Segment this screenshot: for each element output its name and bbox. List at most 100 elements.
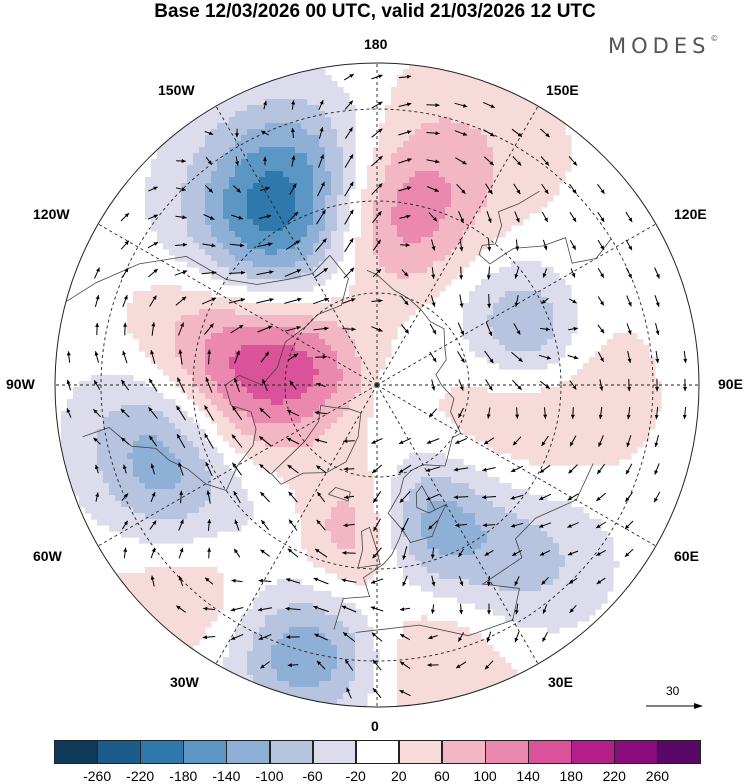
field-cell [283, 447, 290, 454]
field-cell [631, 399, 638, 406]
field-cell [391, 309, 398, 316]
field-cell [205, 225, 212, 232]
field-cell [415, 93, 422, 100]
field-cell [331, 321, 338, 328]
field-cell [199, 501, 206, 508]
field-cell [85, 411, 92, 418]
field-cell [217, 459, 224, 466]
field-cell [163, 195, 170, 202]
field-cell [235, 75, 242, 82]
field-cell [343, 369, 350, 376]
field-cell [517, 489, 524, 496]
field-cell [253, 393, 260, 400]
field-cell [205, 237, 212, 244]
field-cell [439, 219, 446, 226]
field-cell [367, 201, 374, 208]
field-cell [271, 249, 278, 256]
field-cell [103, 381, 110, 388]
field-cell [181, 471, 188, 478]
field-cell [307, 249, 314, 256]
field-cell [313, 225, 320, 232]
field-cell [355, 393, 362, 400]
field-cell [295, 201, 302, 208]
field-cell [637, 411, 644, 418]
field-cell [307, 519, 314, 526]
field-cell [517, 183, 524, 190]
field-cell [265, 369, 272, 376]
field-cell [337, 231, 344, 238]
field-cell [643, 435, 650, 442]
field-cell [565, 453, 572, 460]
field-cell [331, 459, 338, 466]
field-cell [133, 513, 140, 520]
field-cell [265, 219, 272, 226]
field-cell [403, 285, 410, 292]
field-cell [241, 207, 248, 214]
field-cell [445, 465, 452, 472]
field-cell [337, 189, 344, 196]
field-cell [271, 435, 278, 442]
field-cell [367, 369, 374, 376]
field-cell [283, 441, 290, 448]
field-cell [421, 453, 428, 460]
field-cell [499, 219, 506, 226]
field-cell [217, 339, 224, 346]
field-cell [511, 189, 518, 196]
field-cell [499, 231, 506, 238]
field-cell [271, 69, 278, 76]
field-cell [571, 393, 578, 400]
field-cell [91, 459, 98, 466]
field-cell [415, 501, 422, 508]
field-cell [505, 489, 512, 496]
field-cell [451, 153, 458, 160]
field-cell [283, 177, 290, 184]
field-cell [607, 339, 614, 346]
field-cell [289, 369, 296, 376]
field-cell [487, 351, 494, 358]
field-cell [529, 405, 536, 412]
field-cell [181, 363, 188, 370]
field-cell [325, 153, 332, 160]
field-cell [301, 93, 308, 100]
field-cell [493, 519, 500, 526]
field-cell [217, 381, 224, 388]
field-cell [277, 87, 284, 94]
field-cell [523, 273, 530, 280]
field-cell [175, 225, 182, 232]
field-cell [415, 195, 422, 202]
field-cell [301, 147, 308, 154]
field-cell [505, 99, 512, 106]
field-cell [241, 75, 248, 82]
field-cell [67, 459, 74, 466]
field-cell [139, 333, 146, 340]
field-cell [187, 375, 194, 382]
field-cell [523, 261, 530, 268]
field-cell [73, 411, 80, 418]
field-cell [415, 189, 422, 196]
field-cell [343, 171, 350, 178]
field-cell [253, 165, 260, 172]
field-cell [175, 339, 182, 346]
field-cell [175, 525, 182, 532]
field-cell [601, 351, 608, 358]
field-cell [223, 495, 230, 502]
field-cell [433, 237, 440, 244]
field-cell [175, 153, 182, 160]
field-cell [115, 525, 122, 532]
field-cell [451, 75, 458, 82]
field-cell [607, 351, 614, 358]
field-cell [517, 525, 524, 532]
field-cell [601, 417, 608, 424]
field-cell [145, 417, 152, 424]
field-cell [337, 111, 344, 118]
field-cell [475, 339, 482, 346]
field-cell [193, 225, 200, 232]
field-cell [217, 135, 224, 142]
field-cell [457, 537, 464, 544]
field-cell [451, 201, 458, 208]
field-cell [193, 333, 200, 340]
field-cell [121, 441, 128, 448]
field-cell [403, 81, 410, 88]
field-cell [445, 87, 452, 94]
field-cell [295, 207, 302, 214]
